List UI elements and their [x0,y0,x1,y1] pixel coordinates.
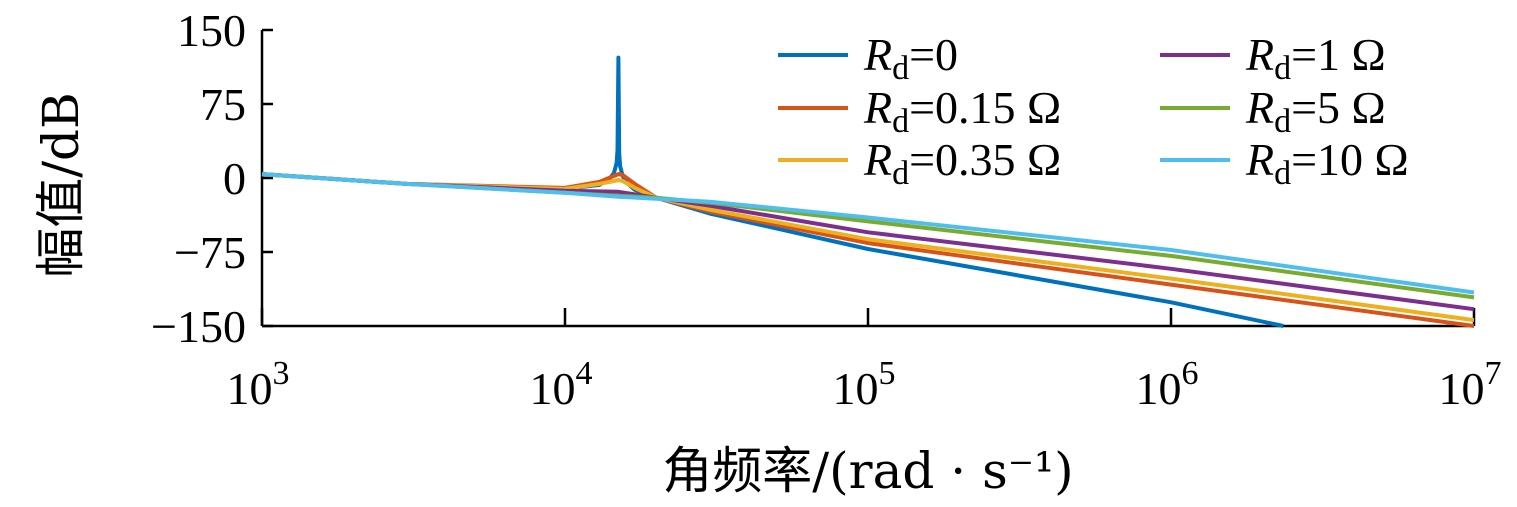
series-line-6 [261,172,1475,295]
axes [260,28,1476,328]
legend-label-6: Rd=10 Ω [1245,134,1409,192]
y-tick-label: −75 [174,227,246,278]
x-tick-labels: 103 104 105 106 107 [227,355,1502,414]
series-group [261,55,1475,328]
y-tick-label: −150 [151,301,246,352]
y-tick-label: 75 [200,79,246,130]
series-line-1 [261,55,1284,328]
x-axis-title: 角频率/(rad · s⁻¹) [662,442,1073,500]
y-tick-label: 0 [223,153,246,204]
legend-label-5: Rd=5 Ω [1245,82,1386,140]
series-line-5 [261,172,1475,300]
y-tick-labels: 150 75 0 −75 −150 [151,5,246,352]
y-axis-title: 幅值/dB [32,92,90,278]
x-tick-label: 107 [1439,355,1502,414]
legend-label-1: Rd=0 [863,29,958,87]
x-tick-label: 104 [530,355,593,414]
x-tick-label: 105 [833,355,896,414]
x-tick-label: 103 [227,355,290,414]
x-tick-label: 106 [1136,355,1199,414]
legend-label-2: Rd=0.15 Ω [863,82,1061,140]
legend-label-3: Rd=0.35 Ω [863,134,1061,192]
legend-label-4: Rd=1 Ω [1245,29,1386,87]
legend: Rd=0Rd=0.15 ΩRd=0.35 Ω Rd=1 ΩRd=5 ΩRd=10 … [778,29,1409,192]
y-tick-label: 150 [177,5,246,56]
